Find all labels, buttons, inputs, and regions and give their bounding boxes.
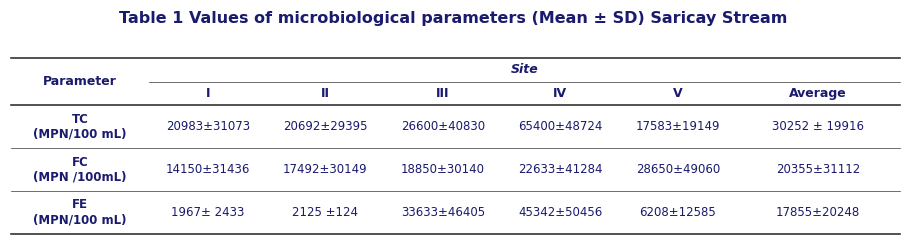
Text: 65400±48724: 65400±48724 [518, 120, 602, 133]
Text: II: II [321, 87, 330, 100]
Text: Table 1 Values of microbiological parameters (Mean ± SD) Saricay Stream: Table 1 Values of microbiological parame… [120, 11, 787, 26]
Text: TC
(MPN/100 mL): TC (MPN/100 mL) [34, 113, 127, 141]
Text: 18850±30140: 18850±30140 [401, 163, 485, 176]
Text: FC
(MPN /100mL): FC (MPN /100mL) [34, 156, 127, 184]
Text: Site: Site [511, 63, 538, 76]
Text: 17492±30149: 17492±30149 [283, 163, 367, 176]
Text: Parameter: Parameter [43, 75, 117, 88]
Text: 28650±49060: 28650±49060 [636, 163, 720, 176]
Text: IV: IV [553, 87, 568, 100]
Text: 30252 ± 19916: 30252 ± 19916 [772, 120, 864, 133]
Text: V: V [673, 87, 683, 100]
Text: FE
(MPN/100 mL): FE (MPN/100 mL) [34, 198, 127, 226]
Text: 22633±41284: 22633±41284 [518, 163, 602, 176]
Text: 20983±31073: 20983±31073 [166, 120, 249, 133]
Text: 14150±31436: 14150±31436 [166, 163, 250, 176]
Text: Average: Average [789, 87, 847, 100]
Text: 2125 ±124: 2125 ±124 [292, 206, 358, 219]
Text: 1967± 2433: 1967± 2433 [171, 206, 244, 219]
Text: 6208±12585: 6208±12585 [639, 206, 717, 219]
Text: 20355±31112: 20355±31112 [776, 163, 861, 176]
Text: 17855±20248: 17855±20248 [776, 206, 861, 219]
Text: 33633±46405: 33633±46405 [401, 206, 485, 219]
Text: 20692±29395: 20692±29395 [283, 120, 367, 133]
Text: I: I [206, 87, 210, 100]
Text: III: III [436, 87, 450, 100]
Text: 26600±40830: 26600±40830 [401, 120, 485, 133]
Text: 45342±50456: 45342±50456 [518, 206, 602, 219]
Text: 17583±19149: 17583±19149 [636, 120, 720, 133]
